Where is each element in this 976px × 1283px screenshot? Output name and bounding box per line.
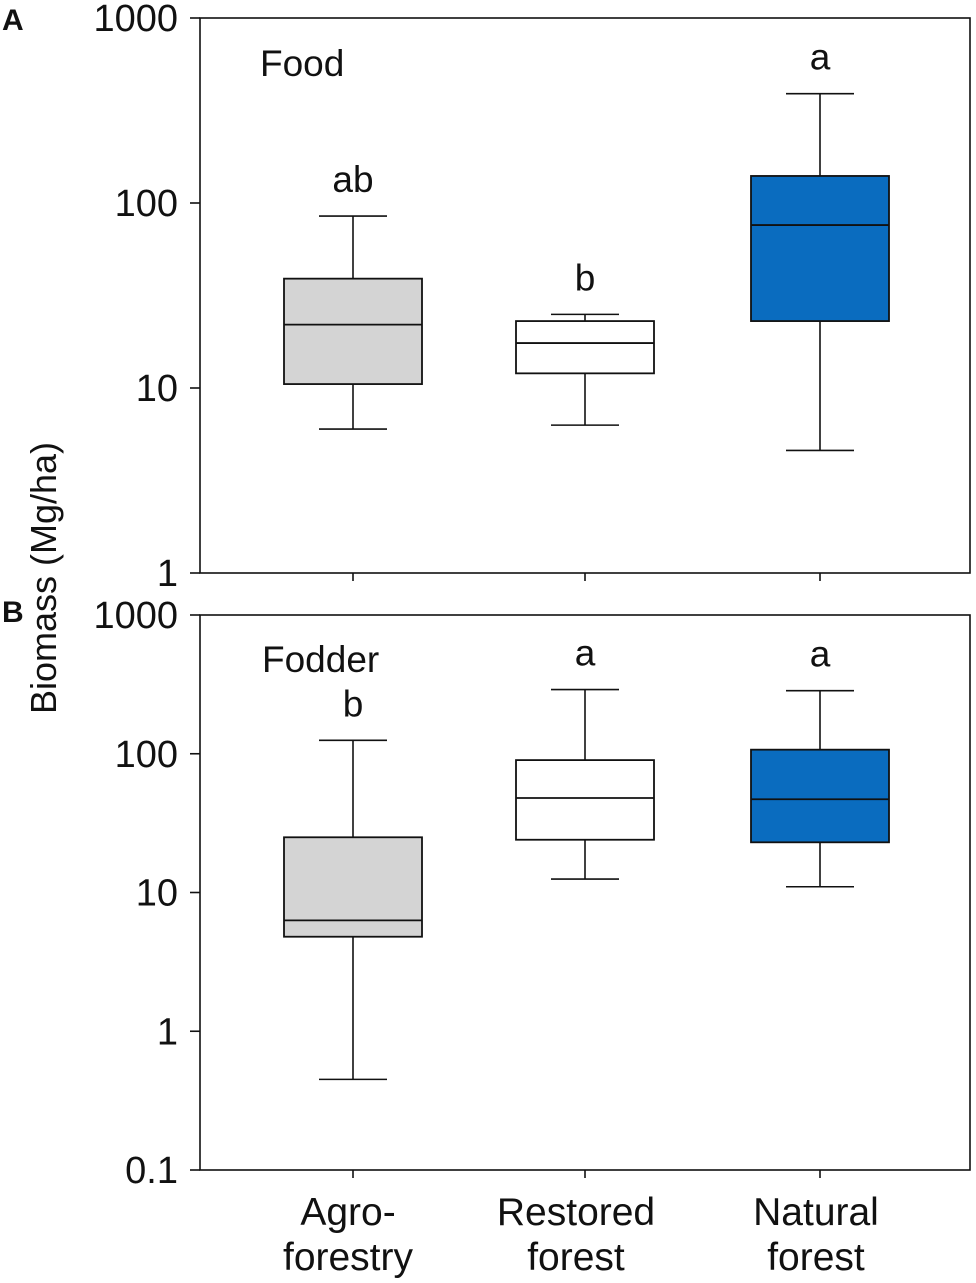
x-tick-label-restored-line2: forest <box>527 1236 625 1279</box>
x-axis-labels: Agro- forestry Restored forest Natural f… <box>283 1191 879 1279</box>
significance-letter-agro-forestry: b <box>343 683 364 724</box>
y-tick-label: 1000 <box>93 0 178 40</box>
panel-letter-b: B <box>2 596 24 629</box>
box-restored-forest <box>515 759 655 841</box>
panel-letter-a: A <box>2 4 24 37</box>
x-tick-label-natural-line2: forest <box>767 1236 865 1279</box>
significance-letter-restored-forest: b <box>575 257 596 298</box>
box-restored-forest <box>515 320 655 375</box>
y-tick-label: 100 <box>115 183 178 225</box>
significance-letter-natural-forest: a <box>810 37 831 78</box>
box-natural-forest <box>750 175 890 322</box>
x-tick-label-natural-line1: Natural <box>753 1191 879 1234</box>
y-tick-label: 10 <box>136 873 178 915</box>
box-agro-forestry <box>283 836 423 938</box>
box-agro-forestry <box>283 277 423 385</box>
y-tick-label: 1 <box>157 1011 178 1053</box>
y-tick-label: 1 <box>157 553 178 595</box>
panel-title-food: Food <box>260 43 344 84</box>
panel-a-food: 1 10 100 1000 ab b a <box>93 0 971 595</box>
y-tick-label: 0.1 <box>125 1150 178 1192</box>
x-tick-label-agroforestry-line2: forestry <box>283 1236 414 1279</box>
significance-letter-restored-forest: a <box>575 633 596 674</box>
x-tick-label-restored-line1: Restored <box>497 1191 655 1234</box>
y-tick-label: 1000 <box>93 595 178 637</box>
y-tick-label: 10 <box>136 368 178 410</box>
significance-letter-natural-forest: a <box>810 634 831 675</box>
panel-b-fodder: 0.1 1 10 100 1000 b a a <box>93 595 971 1192</box>
significance-letter-agro-forestry: ab <box>332 159 373 200</box>
panel-title-fodder: Fodder <box>262 639 379 680</box>
box-natural-forest <box>750 748 890 844</box>
y-tick-label: 100 <box>115 734 178 776</box>
y-axis-label: Biomass (Mg/ha) <box>23 442 64 714</box>
x-tick-label-agroforestry-line1: Agro- <box>300 1191 395 1234</box>
